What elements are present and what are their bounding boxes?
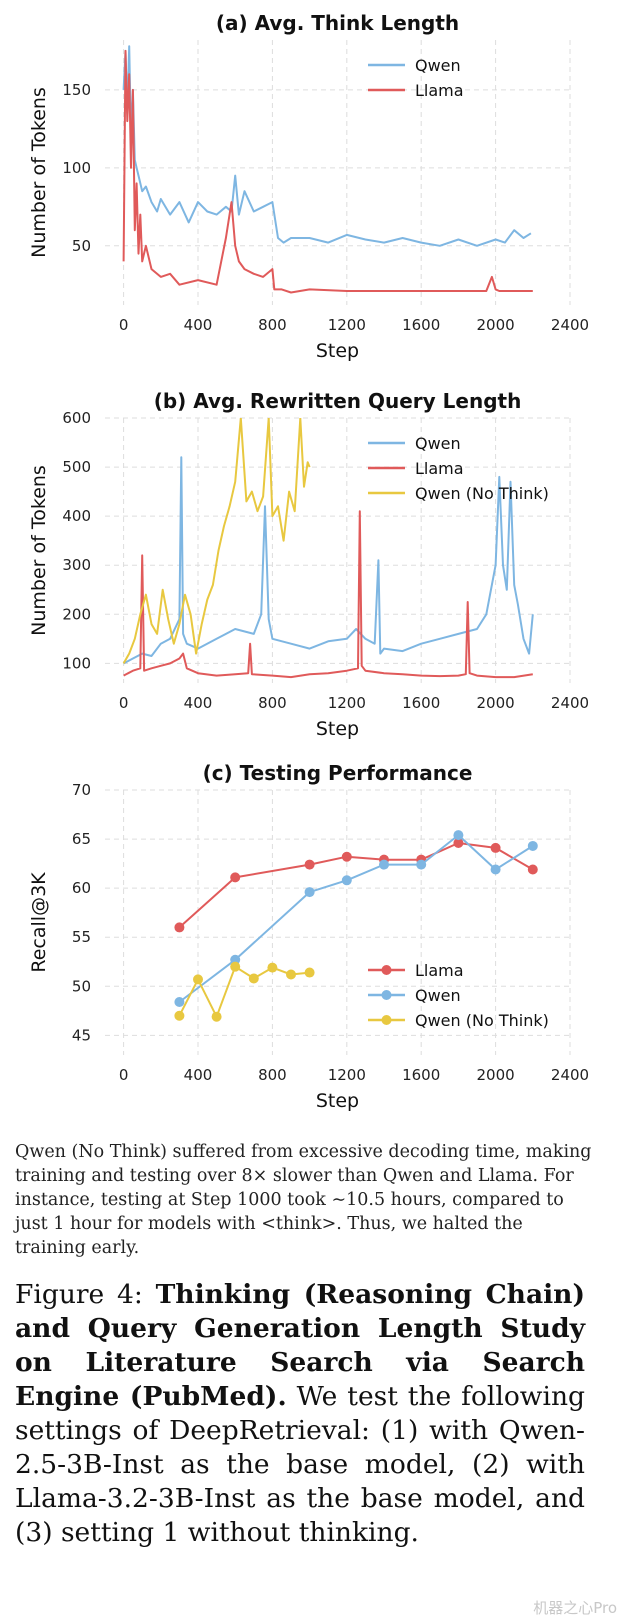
- y-tick-label: 50: [72, 237, 91, 255]
- data-point: [341, 875, 352, 886]
- y-tick-label: 65: [72, 830, 91, 848]
- data-point: [304, 887, 315, 898]
- x-tick-label: 1200: [328, 316, 366, 334]
- y-tick-label: 400: [62, 507, 91, 525]
- y-axis-label: Number of Tokens: [28, 87, 50, 258]
- caption-prefix: Figure 4:: [15, 1279, 156, 1310]
- y-tick-label: 600: [62, 409, 91, 427]
- x-tick-label: 1600: [402, 316, 440, 334]
- data-point: [230, 872, 241, 883]
- y-tick-label: 45: [72, 1026, 91, 1044]
- figure-note: Qwen (No Think) suffered from excessive …: [15, 1142, 592, 1258]
- x-tick-label: 400: [184, 694, 213, 712]
- legend-label: Qwen: [415, 986, 461, 1005]
- x-tick-label: 1200: [328, 694, 366, 712]
- y-tick-label: 50: [72, 977, 91, 995]
- y-tick-label: 100: [62, 654, 91, 672]
- y-tick-label: 100: [62, 159, 91, 177]
- series-line: [122, 418, 311, 664]
- y-tick-label: 150: [62, 81, 91, 99]
- data-point: [527, 840, 538, 851]
- series-line: [122, 49, 533, 294]
- legend-marker: [381, 965, 392, 975]
- x-tick-label: 0: [119, 1066, 129, 1084]
- y-tick-label: 55: [72, 928, 91, 946]
- series-line: [123, 456, 534, 665]
- y-axis-label: Recall@3K: [28, 872, 50, 973]
- data-point: [453, 838, 464, 848]
- x-tick-label: 800: [258, 694, 287, 712]
- data-point: [341, 851, 352, 862]
- data-point: [267, 962, 278, 973]
- data-point: [286, 969, 296, 980]
- data-point: [304, 967, 315, 978]
- x-tick-label: 2400: [551, 1066, 589, 1084]
- data-point: [490, 842, 501, 853]
- x-tick-label: 1600: [402, 1066, 440, 1084]
- watermark: 机器之心Pro: [533, 1599, 617, 1617]
- x-tick-label: 2000: [477, 1066, 515, 1084]
- series-group: [174, 830, 538, 1022]
- x-tick-label: 1200: [328, 1066, 366, 1084]
- series-line: [123, 510, 533, 679]
- y-axis-label: Number of Tokens: [28, 465, 50, 636]
- series-line: [122, 45, 532, 247]
- chart-testing-performance: (c) Testing Performance 0 400 800 1200 1600 20…: [28, 761, 589, 1112]
- x-tick-label: 400: [184, 316, 213, 334]
- y-tick-label: 70: [72, 781, 91, 799]
- data-point: [193, 974, 203, 985]
- legend-label: Qwen (No Think): [415, 484, 549, 503]
- x-axis-label: Step: [316, 340, 359, 362]
- data-point: [174, 997, 185, 1007]
- legend-label: Llama: [415, 459, 464, 478]
- data-point: [248, 973, 259, 984]
- x-tick-label: 800: [258, 1066, 287, 1084]
- data-point: [304, 859, 315, 870]
- y-tick-label: 300: [62, 556, 91, 574]
- legend-marker: [381, 990, 392, 1000]
- legend-label: Qwen: [415, 434, 461, 453]
- figure-caption: Figure 4: Thinking (Reasoning Chain) and…: [15, 1278, 585, 1550]
- x-axis-label: Step: [316, 1090, 359, 1112]
- legend-label: Qwen (No Think): [415, 1011, 549, 1030]
- data-point: [174, 922, 185, 933]
- x-tick-label: 2400: [551, 694, 589, 712]
- caption-bold: Thinking (Reasoning Chain) and Query Gen…: [15, 1279, 585, 1412]
- data-point: [490, 864, 501, 875]
- data-point: [230, 954, 241, 965]
- chart-title: (c) Testing Performance: [203, 761, 473, 785]
- data-point: [527, 864, 538, 875]
- chart-title: (b) Avg. Rewritten Query Length: [154, 389, 522, 413]
- y-tick-label: 500: [62, 458, 91, 476]
- chart-query-length: (b) Avg. Rewritten Query Length 0 400 800 12…: [28, 389, 589, 740]
- y-tick-label: 60: [72, 879, 91, 897]
- legend-marker: [381, 1015, 392, 1025]
- data-point: [230, 961, 241, 972]
- data-point: [416, 859, 427, 870]
- x-tick-label: 2000: [477, 694, 515, 712]
- x-tick-label: 1600: [402, 694, 440, 712]
- legend-label: Llama: [415, 961, 464, 980]
- x-tick-label: 2400: [551, 316, 589, 334]
- data-point: [453, 830, 464, 841]
- data-point: [174, 1010, 185, 1021]
- series-group: [122, 45, 533, 294]
- chart-think-length: (a) Avg. Think Length 0 400 800 1200 1600 2000…: [28, 11, 589, 362]
- x-axis-label: Step: [316, 718, 359, 740]
- data-point: [379, 859, 389, 870]
- x-tick-label: 0: [119, 316, 129, 334]
- x-tick-label: 800: [258, 316, 287, 334]
- x-tick-label: 400: [184, 1066, 213, 1084]
- x-tick-label: 2000: [477, 316, 515, 334]
- legend-label: Qwen: [415, 56, 461, 75]
- chart-title: (a) Avg. Think Length: [216, 11, 459, 35]
- data-point: [211, 1011, 222, 1022]
- y-tick-label: 200: [62, 605, 91, 623]
- caption-rest: We test the following settings of DeepRe…: [15, 1381, 585, 1548]
- legend-label: Llama: [415, 81, 464, 100]
- series-group: [122, 418, 534, 679]
- x-tick-label: 0: [119, 694, 129, 712]
